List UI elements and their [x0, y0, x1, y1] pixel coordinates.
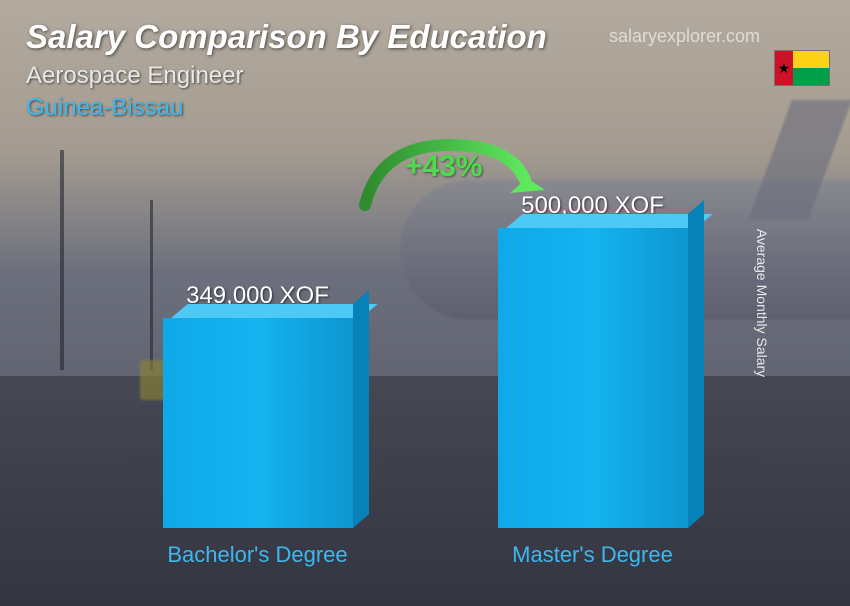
bar-category-label: Bachelor's Degree	[148, 542, 368, 568]
bar-top-face	[171, 304, 378, 318]
increase-arrow: +43%	[350, 135, 550, 225]
bar-side-face	[688, 200, 704, 528]
country-flag-icon: ★	[774, 50, 830, 86]
chart-title: Salary Comparison By Education	[26, 18, 547, 56]
chart-country: Guinea-Bissau	[26, 94, 547, 122]
bar-group-masters: 500,000 XOF	[483, 192, 703, 528]
header: Salary Comparison By Education Aerospace…	[26, 18, 547, 122]
percent-increase-label: +43%	[405, 150, 483, 184]
bar-group-bachelors: 349,000 XOF	[148, 282, 368, 528]
bar-category-label: Master's Degree	[483, 542, 703, 568]
watermark-text: salaryexplorer.com	[609, 26, 760, 47]
bar-side-face	[353, 290, 369, 528]
x-axis-labels: Bachelor's Degree Master's Degree	[90, 542, 760, 568]
chart-subtitle: Aerospace Engineer	[26, 62, 547, 90]
flag-star-icon: ★	[778, 60, 791, 77]
bar-front-face	[498, 228, 688, 528]
flag-red-stripe: ★	[775, 51, 793, 85]
bar-front-face	[163, 318, 353, 528]
flag-green-stripe	[793, 68, 829, 85]
bar-3d	[163, 318, 353, 528]
flag-yellow-stripe	[793, 51, 829, 68]
bar-3d	[498, 228, 688, 528]
